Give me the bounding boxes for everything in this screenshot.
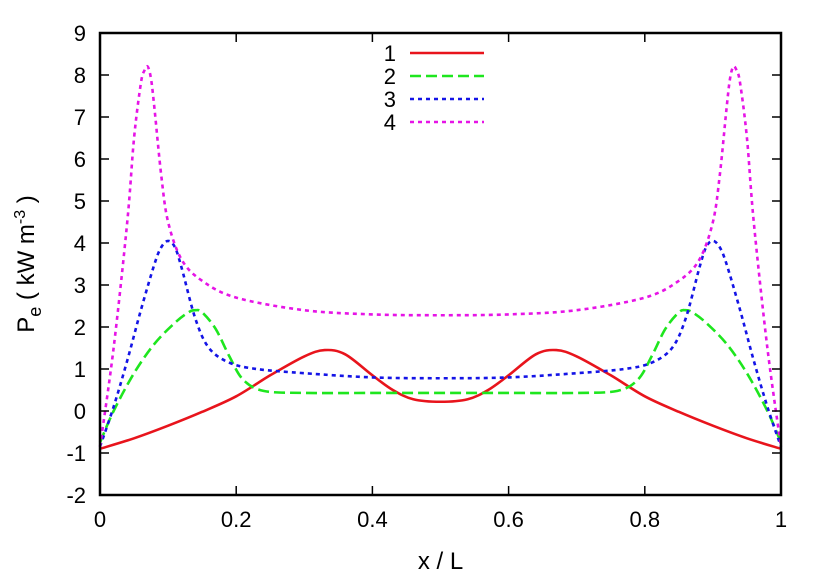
y-tick-label: 1 (74, 357, 86, 382)
y-tick-label: -1 (66, 441, 86, 466)
x-axis-label: x / L (418, 548, 463, 575)
y-axis-label-main: P (13, 317, 40, 333)
series-line-4 (98, 64, 783, 447)
y-tick-label: 0 (74, 399, 86, 424)
y-axis-label-unit-close: ) (13, 195, 40, 210)
y-axis-label-unit-sup: -3 (12, 210, 29, 224)
legend-label-2: 2 (384, 64, 396, 89)
y-tick-label: 2 (74, 315, 86, 340)
y-tick-label: 7 (74, 105, 86, 130)
y-tick-label: -2 (66, 483, 86, 508)
legend-label-4: 4 (384, 110, 396, 135)
legend-label-3: 3 (384, 87, 396, 112)
y-axis-label: Pe ( kW m-3 ) (12, 195, 45, 333)
y-tick-label: 6 (74, 147, 86, 172)
y-axis-label-subscript: e (25, 307, 45, 317)
series-line-1 (99, 348, 782, 451)
x-tick-label: 0.4 (357, 507, 388, 532)
series-line-3 (98, 239, 783, 448)
plot-frame (98, 31, 783, 497)
x-tick-label: 0.8 (630, 507, 661, 532)
x-tick-label: 0.2 (221, 507, 252, 532)
y-tick-label: 3 (74, 273, 86, 298)
x-tick-label: 0.6 (493, 507, 524, 532)
x-tick-label: 0 (94, 507, 106, 532)
y-tick-label: 9 (74, 21, 86, 46)
x-tick-label: 1 (775, 507, 787, 532)
y-axis-label-unit: ( kW m (13, 224, 40, 307)
y-tick-label: 8 (74, 63, 86, 88)
legend-label-1: 1 (384, 41, 396, 66)
series-line-2 (98, 308, 783, 444)
y-tick-label: 4 (74, 231, 86, 256)
y-tick-label: 5 (74, 189, 86, 214)
series-layer (98, 64, 783, 451)
